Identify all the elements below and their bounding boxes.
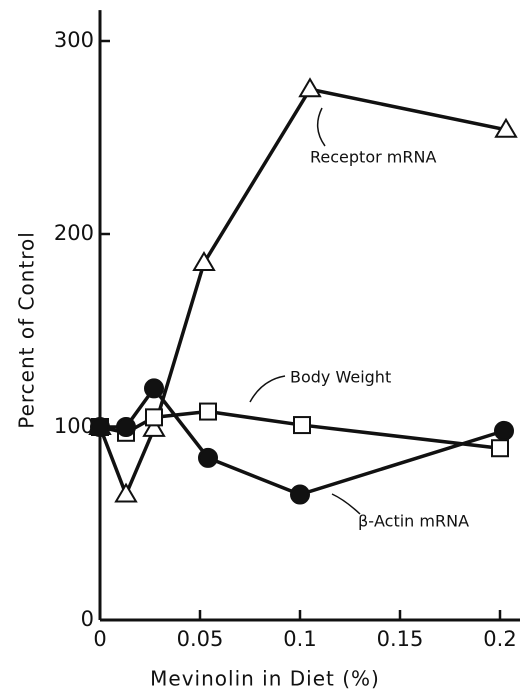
square-marker: [491, 439, 509, 458]
annotation-arrow: [249, 375, 286, 403]
circle-marker: [116, 417, 136, 437]
annotation-arrow: [331, 493, 361, 515]
x-tick-label: 0.05: [177, 627, 224, 651]
triangle-marker: [142, 416, 166, 437]
series-line: [98, 87, 507, 500]
y-tick-label: 300: [54, 28, 94, 52]
square-marker: [199, 402, 217, 421]
square-marker: [293, 416, 311, 435]
y-tick-label: 0: [81, 607, 94, 631]
series-label: β-Actin mRNA: [358, 512, 469, 531]
triangle-marker: [114, 482, 138, 503]
triangle-marker: [298, 77, 322, 98]
x-tick-label: 0.1: [283, 627, 316, 651]
series-label: Body Weight: [290, 368, 391, 387]
circle-marker: [290, 484, 310, 505]
square-marker: [145, 408, 163, 427]
circle-marker: [198, 447, 218, 468]
circle-marker: [494, 420, 514, 441]
triangle-marker: [192, 250, 216, 271]
x-tick-label: 0.15: [377, 627, 424, 651]
y-tick-label: 200: [54, 221, 94, 245]
y-axis-label: Percent of Control: [15, 231, 39, 429]
x-tick-label: 0: [93, 627, 106, 651]
circle-marker: [90, 417, 110, 437]
annotation-arrow: [316, 107, 326, 147]
series-label: Receptor mRNA: [310, 148, 436, 167]
x-axis-label: Mevinolin in Diet (%): [150, 667, 380, 691]
triangle-marker: [494, 117, 518, 138]
y-tick-label: 100: [54, 414, 94, 438]
x-tick-label: 0.2: [483, 627, 516, 651]
circle-marker: [144, 378, 164, 399]
